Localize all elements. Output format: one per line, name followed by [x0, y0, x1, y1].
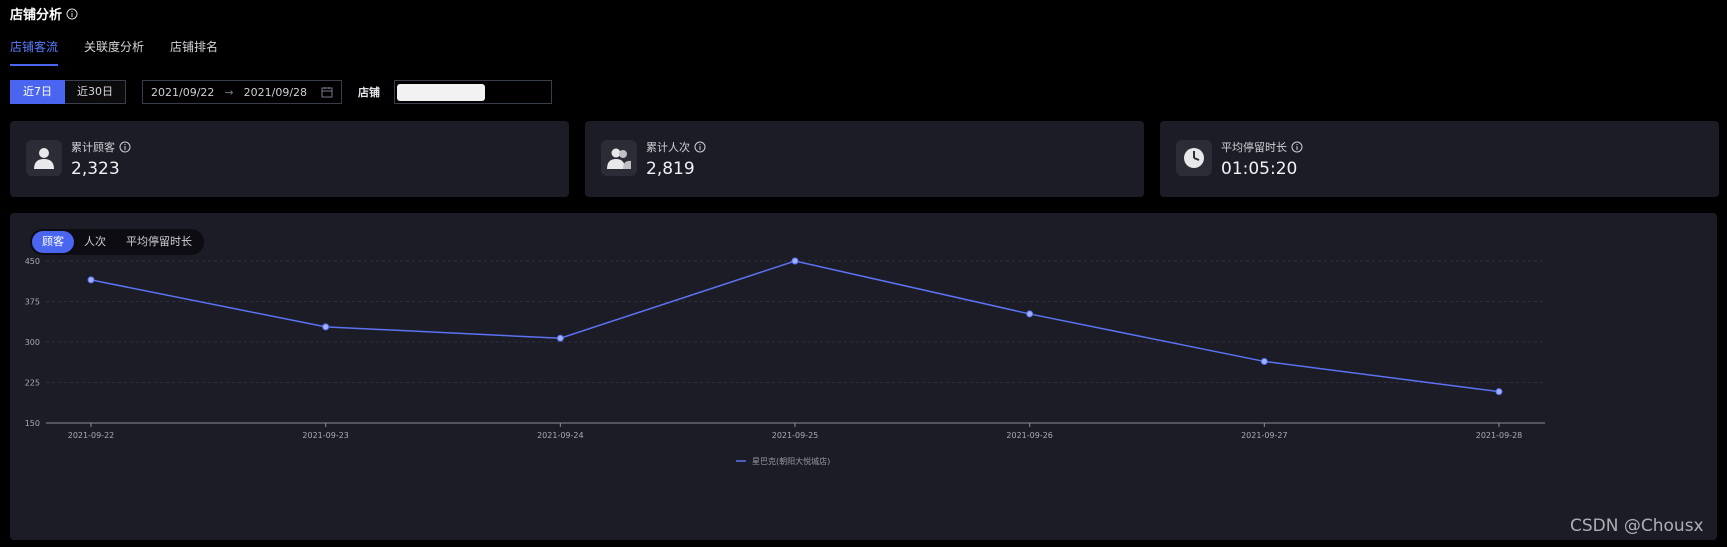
stat-card-total-customers: 累计顾客 2,323: [10, 121, 569, 197]
y-tick-label: 225: [25, 379, 40, 388]
range-30-days-button[interactable]: 近30日: [65, 80, 126, 104]
tab-store-ranking[interactable]: 店铺排名: [170, 40, 219, 54]
info-icon[interactable]: [694, 141, 706, 153]
info-icon[interactable]: [119, 141, 131, 153]
page-title: 店铺分析: [10, 8, 63, 23]
y-tick-label: 300: [25, 338, 40, 347]
tab-correlation-analysis[interactable]: 关联度分析: [84, 40, 145, 54]
stat-label: 累计顾客: [71, 139, 131, 155]
x-tick-label: 2021-09-26: [1006, 431, 1053, 440]
filter-bar: 近7日 近30日 2021/09/22 → 2021/09/28 店铺: [10, 80, 552, 104]
main-tabs: 店铺客流 关联度分析 店铺排名: [10, 38, 218, 66]
page-header: 店铺分析: [10, 4, 78, 23]
x-tick-label: 2021-09-27: [1241, 431, 1288, 440]
data-point: [87, 276, 95, 284]
store-select-value[interactable]: [397, 84, 485, 101]
stat-card-total-visits: 累计人次 2,819: [585, 121, 1144, 197]
range-7-days-button[interactable]: 近7日: [10, 80, 65, 104]
data-point: [556, 334, 564, 342]
x-tick-label: 2021-09-24: [537, 431, 584, 440]
stat-label: 平均停留时长: [1221, 139, 1303, 155]
chart-card: 150 225 300 375 450 2021-09-22 2021-09-23 2021-…: [10, 213, 1717, 540]
legend-label: 星巴克(朝阳大悦城店): [752, 456, 830, 466]
person-icon: [26, 140, 62, 176]
calendar-icon[interactable]: [321, 86, 333, 98]
series-line: [90, 260, 1500, 393]
x-tick-label: 2021-09-25: [772, 431, 819, 440]
metric-tab-avg-dwell-time[interactable]: 平均停留时长: [126, 235, 192, 248]
y-tick-label: 375: [25, 298, 40, 307]
date-range-picker[interactable]: 2021/09/22 → 2021/09/28: [142, 80, 342, 104]
data-point: [791, 257, 799, 265]
data-point: [1026, 310, 1034, 318]
x-tick-label: 2021-09-22: [68, 431, 115, 440]
tab-store-traffic[interactable]: 店铺客流: [10, 38, 59, 66]
data-point: [1260, 357, 1268, 365]
clock-icon: [1176, 140, 1212, 176]
store-select[interactable]: [394, 80, 552, 104]
stat-value: 01:05:20: [1221, 159, 1298, 179]
info-icon[interactable]: [66, 8, 78, 20]
store-label: 店铺: [358, 86, 380, 99]
range-arrow-icon: →: [224, 85, 234, 99]
y-tick-label: 150: [25, 419, 40, 428]
y-tick-label: 450: [25, 257, 40, 266]
stat-value: 2,323: [71, 159, 120, 179]
data-point: [1495, 388, 1503, 396]
people-icon: [601, 140, 637, 176]
watermark: CSDN @Chousx: [1570, 516, 1704, 536]
metric-tabs: 顾客 人次 平均停留时长: [30, 229, 204, 255]
stat-value: 2,819: [646, 159, 695, 179]
stats-row: 累计顾客 2,323 累计人次 2,819 平均停留时长 01:05:20: [10, 121, 1719, 197]
stat-card-avg-dwell-time: 平均停留时长 01:05:20: [1160, 121, 1719, 197]
data-point: [322, 323, 330, 331]
stat-label: 累计人次: [646, 139, 706, 155]
metric-tab-customers[interactable]: 顾客: [32, 231, 74, 253]
info-icon[interactable]: [1291, 141, 1303, 153]
x-tick-label: 2021-09-28: [1476, 431, 1523, 440]
end-date[interactable]: 2021/09/28: [243, 85, 308, 99]
x-tick-label: 2021-09-23: [302, 431, 349, 440]
range-toggle: 近7日 近30日: [10, 80, 126, 104]
line-chart: 150 225 300 375 450 2021-09-22 2021-09-23 2021-…: [25, 257, 1545, 466]
metric-tab-visits[interactable]: 人次: [84, 235, 106, 248]
start-date[interactable]: 2021/09/22: [151, 85, 215, 99]
